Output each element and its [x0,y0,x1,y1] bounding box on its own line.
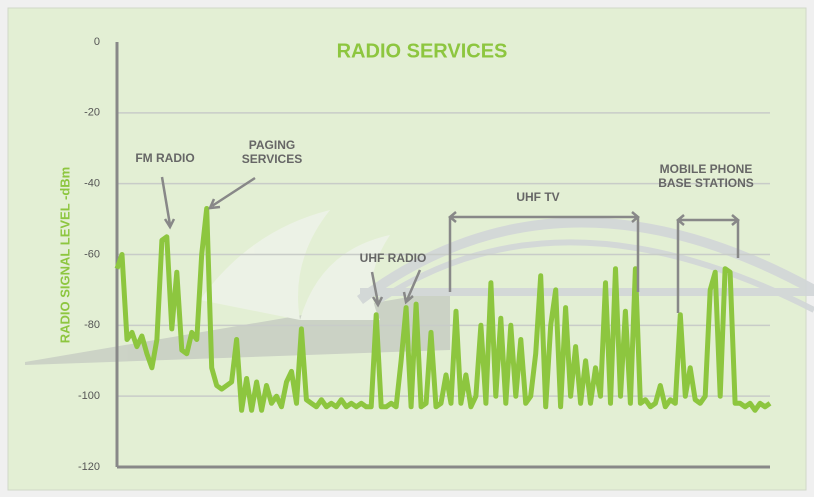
panel [8,8,806,490]
y-tick-label: 0 [94,36,100,48]
annotation: SERVICES [242,152,302,166]
y-tick-label: -100 [78,390,100,402]
annotation: BASE STATIONS [658,176,754,190]
chart: RADIO SERVICES RADIO SIGNAL LEVEL -dBm 0… [0,0,814,497]
annotation: UHF RADIO [360,251,427,265]
y-tick-label: -120 [78,461,100,473]
y-tick-label: -20 [84,107,100,119]
y-tick-label: -80 [84,319,100,331]
chart-title: RADIO SERVICES [337,40,508,62]
y-tick-label: -40 [84,178,100,190]
annotation: FM RADIO [135,151,194,165]
annotation: PAGING [249,138,295,152]
y-tick-label: -60 [84,248,100,260]
y-axis-label: RADIO SIGNAL LEVEL -dBm [57,167,72,343]
annotation: UHF TV [516,190,559,204]
annotation: MOBILE PHONE [660,162,753,176]
